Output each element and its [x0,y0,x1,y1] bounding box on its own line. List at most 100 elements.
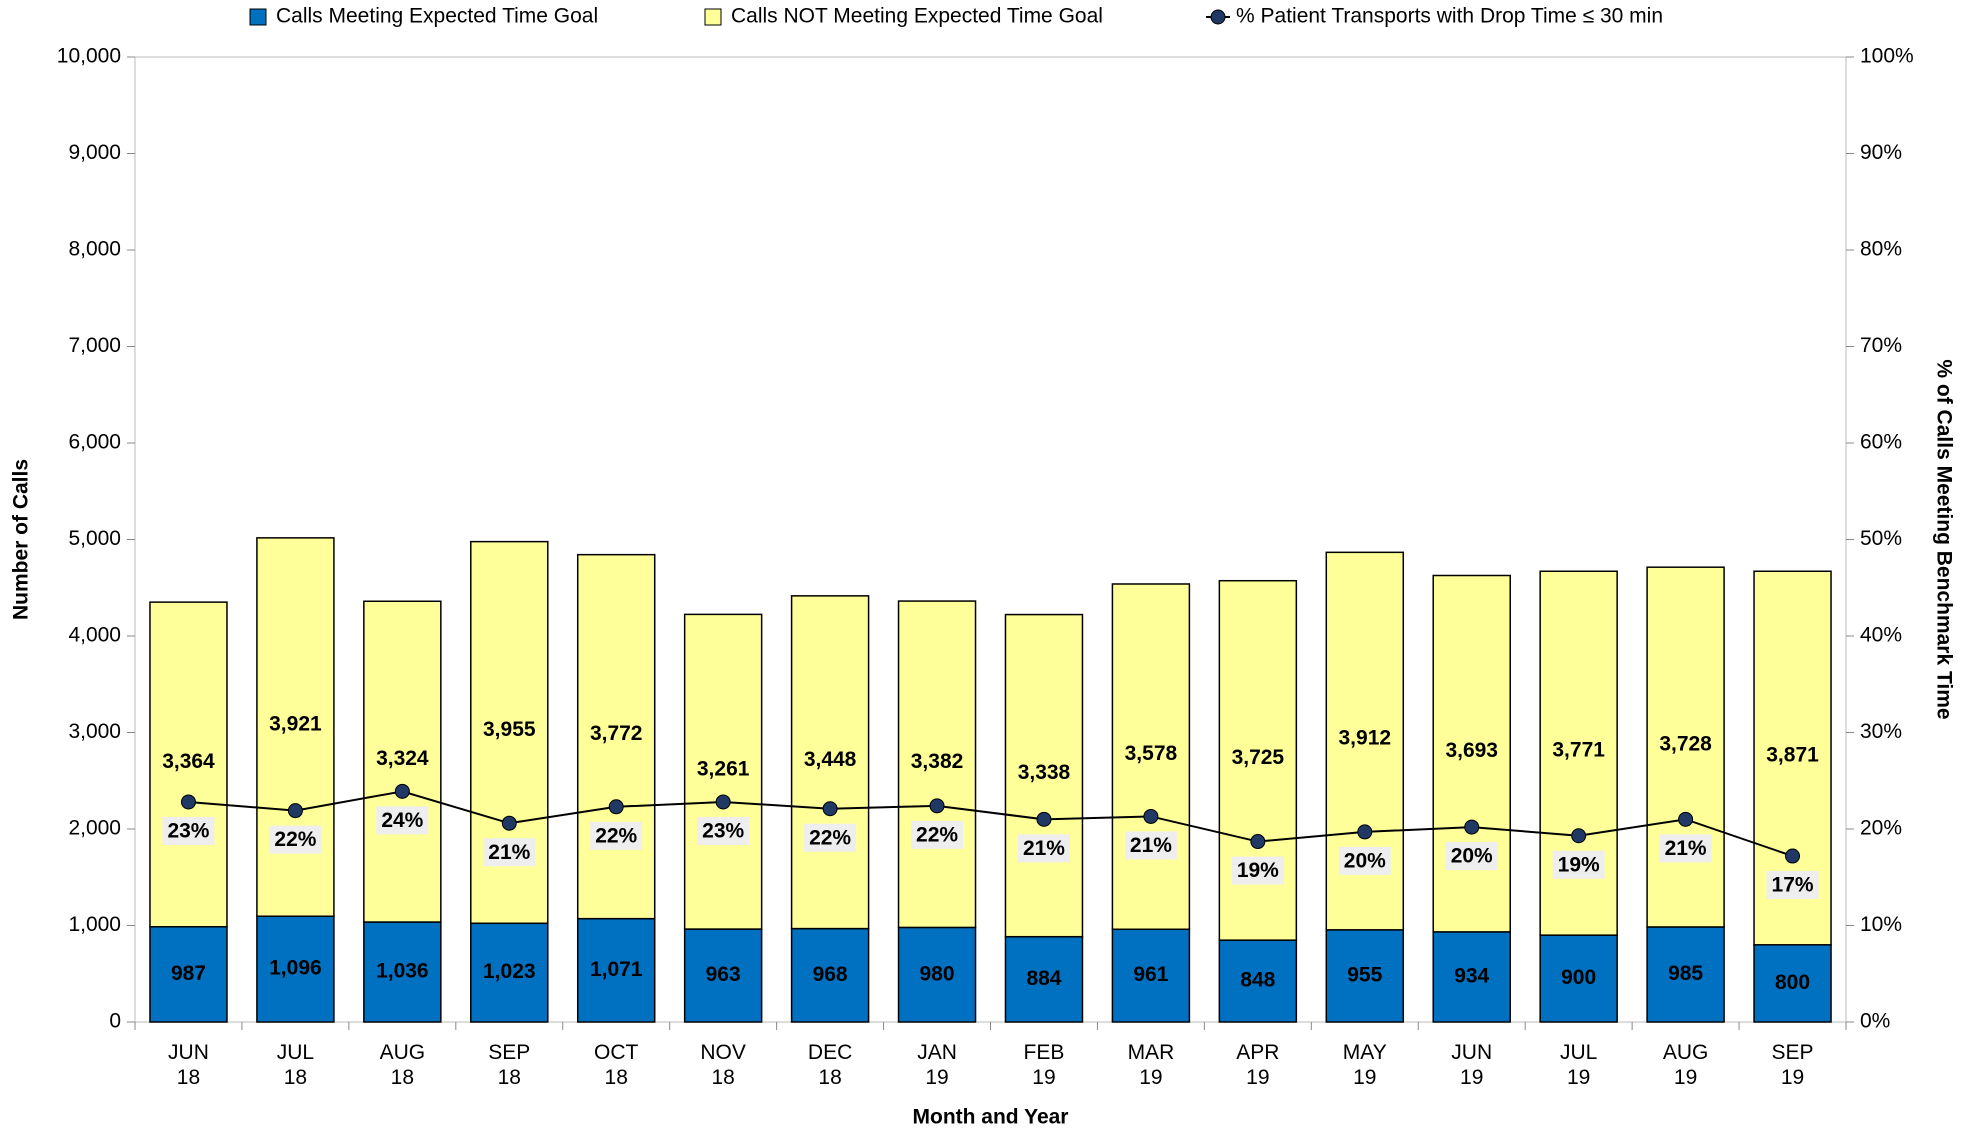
label-box [1231,856,1284,885]
y-tick-label: 8,000 [68,238,121,261]
label-box [376,806,429,835]
line [188,790,1793,857]
y-tick-label: 3,000 [68,720,121,743]
line-value-label: 20% [1344,849,1386,872]
label-box [1552,850,1605,879]
line-value-label: 23% [167,820,209,843]
y-tick-label: 10,000 [57,45,121,68]
line-marker [608,799,624,815]
bar-value-label: 3,364 [162,750,215,773]
label-box [1017,834,1070,863]
y2-tick-label: 80% [1860,238,1902,261]
x-tick-label: JAN 19 [917,1041,957,1089]
y-tick-label: 6,000 [68,431,121,454]
bar-value-label: 955 [1347,963,1382,986]
legend-label: Calls NOT Meeting Expected Time Goal [731,5,1103,28]
bar-value-label: 985 [1668,962,1703,985]
y2-tick-label: 90% [1860,141,1902,164]
legend-swatch [249,8,267,26]
x-tick-label: DEC 18 [807,1041,853,1089]
line-value-label: 20% [1451,845,1493,868]
y2-tick-label: 50% [1860,527,1902,550]
bar-value-label: 3,448 [804,748,857,771]
line-value-label: 19% [1237,859,1279,882]
bar-value-label: 934 [1454,964,1489,987]
bar-value-label: 1,096 [269,957,322,980]
y2-tick-label: 70% [1860,334,1902,357]
bar-segment [149,926,228,1023]
line-marker [180,794,196,810]
bar-value-label: 980 [920,962,955,985]
x-tick-label: JUL 19 [1559,1041,1598,1089]
line-value-label: 22% [595,824,637,847]
label-box [1445,842,1498,871]
y2-tick-label: 20% [1860,817,1902,840]
bar-value-label: 3,338 [1018,761,1071,784]
bar-value-label: 1,036 [376,960,429,983]
x-tick-label: JUL 18 [276,1041,315,1089]
bar-segment [683,613,763,930]
line-value-label: 17% [1772,874,1814,897]
y2-tick-label: 40% [1860,624,1902,647]
bar-value-label: 1,023 [483,960,536,983]
label-box [804,823,857,852]
line-marker [1143,808,1159,824]
x-axis-title: Month and Year [913,1106,1069,1128]
x-tick-label: MAR 19 [1127,1041,1175,1089]
y-tick-label: 7,000 [68,334,121,357]
y2-tick-label: 0% [1860,1010,1890,1033]
y2-tick-label: 10% [1860,913,1902,936]
legend-swatch [704,8,722,26]
label-box [1659,834,1712,863]
bar-value-label: 968 [813,963,848,986]
bar-segment [1111,583,1191,931]
line-marker [501,815,517,831]
x-tick-label: JUN 19 [1451,1041,1493,1089]
bar-segment [1218,939,1298,1023]
bar-segment [897,926,977,1023]
x-tick-label: OCT 18 [594,1041,639,1089]
label-box [269,825,322,854]
bar-segment [576,917,656,1023]
bar-segment [790,927,870,1023]
line-marker [287,803,303,819]
line-value-label: 24% [381,809,423,832]
line-value-label: 21% [488,841,530,864]
bar-value-label: 800 [1775,971,1810,994]
bar-value-label: 848 [1240,969,1275,992]
y-tick-label: 5,000 [68,527,121,550]
bar-value-label: 3,261 [697,757,750,780]
bar-value-label: 3,728 [1659,733,1712,756]
bar-value-label: 3,771 [1552,739,1605,762]
label-box [911,820,964,849]
legend-marker [1210,9,1226,25]
y-tick-label: 1,000 [68,913,121,936]
x-tick-label: APR 19 [1236,1041,1280,1089]
line-value-label: 22% [916,823,958,846]
y-tick-label: 0 [109,1010,121,1033]
bar-value-label: 3,912 [1339,727,1392,750]
bar-segment [1325,929,1405,1023]
line-marker [1036,811,1052,827]
bar-value-label: 3,578 [1125,742,1178,765]
line-marker [1678,811,1694,827]
bar-segment [1004,613,1084,938]
bar-segment [363,600,442,923]
label-box [1338,846,1391,875]
line-marker [1250,834,1266,850]
y-tick-label: 2,000 [68,817,121,840]
x-tick-label: JUN 18 [168,1041,209,1089]
line-value-label: 21% [1130,834,1172,857]
line-marker [1571,828,1587,844]
bar-segment [363,921,442,1023]
line-marker [929,798,945,814]
bar-segment [1432,574,1511,933]
y-tick-label: 9,000 [68,141,121,164]
x-tick-label: NOV 18 [700,1041,746,1089]
bar-segment [683,928,763,1023]
label-box [483,838,536,867]
label-box [1124,831,1177,860]
bar-value-label: 884 [1026,967,1061,990]
